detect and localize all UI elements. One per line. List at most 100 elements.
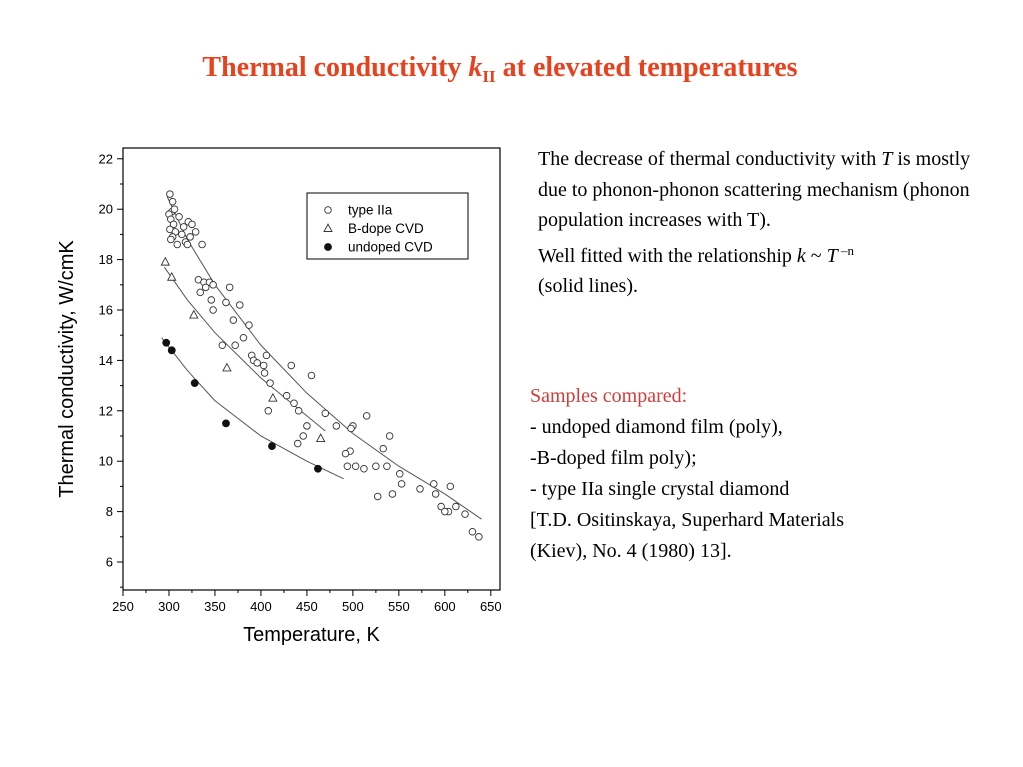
data-point [290,399,298,407]
data-point [294,407,303,415]
data-point [169,220,178,229]
description-text: The decrease of thermal conductivity wit… [538,144,998,302]
data-point [264,407,273,415]
legend-label: type IIa [348,203,393,218]
data-point [202,283,210,292]
data-point [475,533,483,541]
samples-heading: Samples compared: [530,385,688,407]
title-subscript: II [482,67,496,86]
data-point [347,424,355,433]
data-point [341,449,350,458]
data-point [179,223,188,231]
x-tick-label: 300 [158,599,180,614]
data-point [373,492,382,501]
data-point [446,482,455,491]
data-point [259,361,268,370]
samples-item: - undoped diamond film (poly), [530,416,783,438]
data-point [162,338,171,347]
data-point [262,351,271,360]
page-title: Thermal conductivity kII at elevated tem… [202,52,798,86]
data-point [222,298,230,307]
data-point [166,271,177,281]
data-point [183,240,192,249]
fit-line [163,266,326,432]
data-point [222,362,232,372]
data-point [431,490,440,498]
data-point [229,316,238,324]
data-point [293,439,302,448]
data-point [207,296,216,304]
x-tick-label: 600 [434,599,456,614]
legend-marker [323,223,333,232]
data-point [198,240,206,249]
y-tick-label: 12 [99,403,113,418]
data-point [343,462,352,470]
data-point [231,341,239,350]
y-tick-label: 20 [99,202,113,217]
data-point [189,309,199,319]
data-point [452,502,460,511]
data-point [397,480,406,488]
samples-list: Samples compared: - undoped diamond film… [530,381,1000,567]
data-point [173,240,182,249]
y-tick-label: 10 [99,454,113,469]
data-point [372,462,380,470]
data-point [287,361,296,370]
x-tick-label: 500 [342,599,364,614]
data-point [190,379,199,387]
x-tick-label: 550 [388,599,410,614]
y-tick-label: 14 [99,353,113,368]
fit-line [166,196,482,520]
data-point [188,220,196,229]
fit-line [161,337,344,480]
data-point [321,409,330,418]
data-point [170,205,179,213]
legend-label: undoped CVD [348,240,433,255]
data-point [441,507,449,516]
data-point [385,432,394,440]
data-point [351,462,360,470]
data-point [388,490,397,498]
data-point [175,213,183,221]
description-paragraph-2: Well fitted with the relationship k ~ T … [538,242,854,298]
y-tick-label: 8 [106,504,113,519]
samples-item: (Kiev), No. 4 (1980) 13]. [530,540,732,562]
x-tick-label: 450 [296,599,318,614]
y-tick-label: 6 [106,555,113,570]
x-axis-label: Temperature, K [243,624,380,646]
data-point [186,233,194,241]
data-point [268,442,276,450]
data-point [225,283,234,292]
samples-item: - type IIa single crystal diamond [530,478,790,500]
x-tick-label: 250 [112,599,134,614]
y-axis-label: Thermal conductivity, W/cmK [56,240,78,498]
data-point [332,422,341,430]
data-point [178,230,186,239]
data-point [379,444,387,453]
data-point [468,528,477,536]
data-point [461,510,469,518]
data-point [239,333,248,342]
legend-box [306,192,469,260]
data-point [315,433,326,442]
y-tick-label: 22 [99,151,113,166]
data-point [167,235,175,244]
legend-marker [324,243,332,251]
x-tick-label: 350 [204,599,226,614]
data-point [160,256,171,266]
x-tick-label: 650 [480,599,502,614]
data-point [307,371,316,380]
data-point [360,465,368,473]
data-point [303,422,311,430]
data-point [218,341,227,350]
legend-marker [324,206,332,214]
data-point [168,197,177,206]
data-point [268,392,278,402]
data-point [383,462,391,470]
description-paragraph-1: The decrease of thermal conductivity wit… [538,148,971,231]
samples-item: [T.D. Ositinskaya, Superhard Materials [530,509,844,531]
data-point [437,502,445,511]
title-k-symbol: k [468,52,483,83]
y-tick-label: 18 [99,252,113,267]
